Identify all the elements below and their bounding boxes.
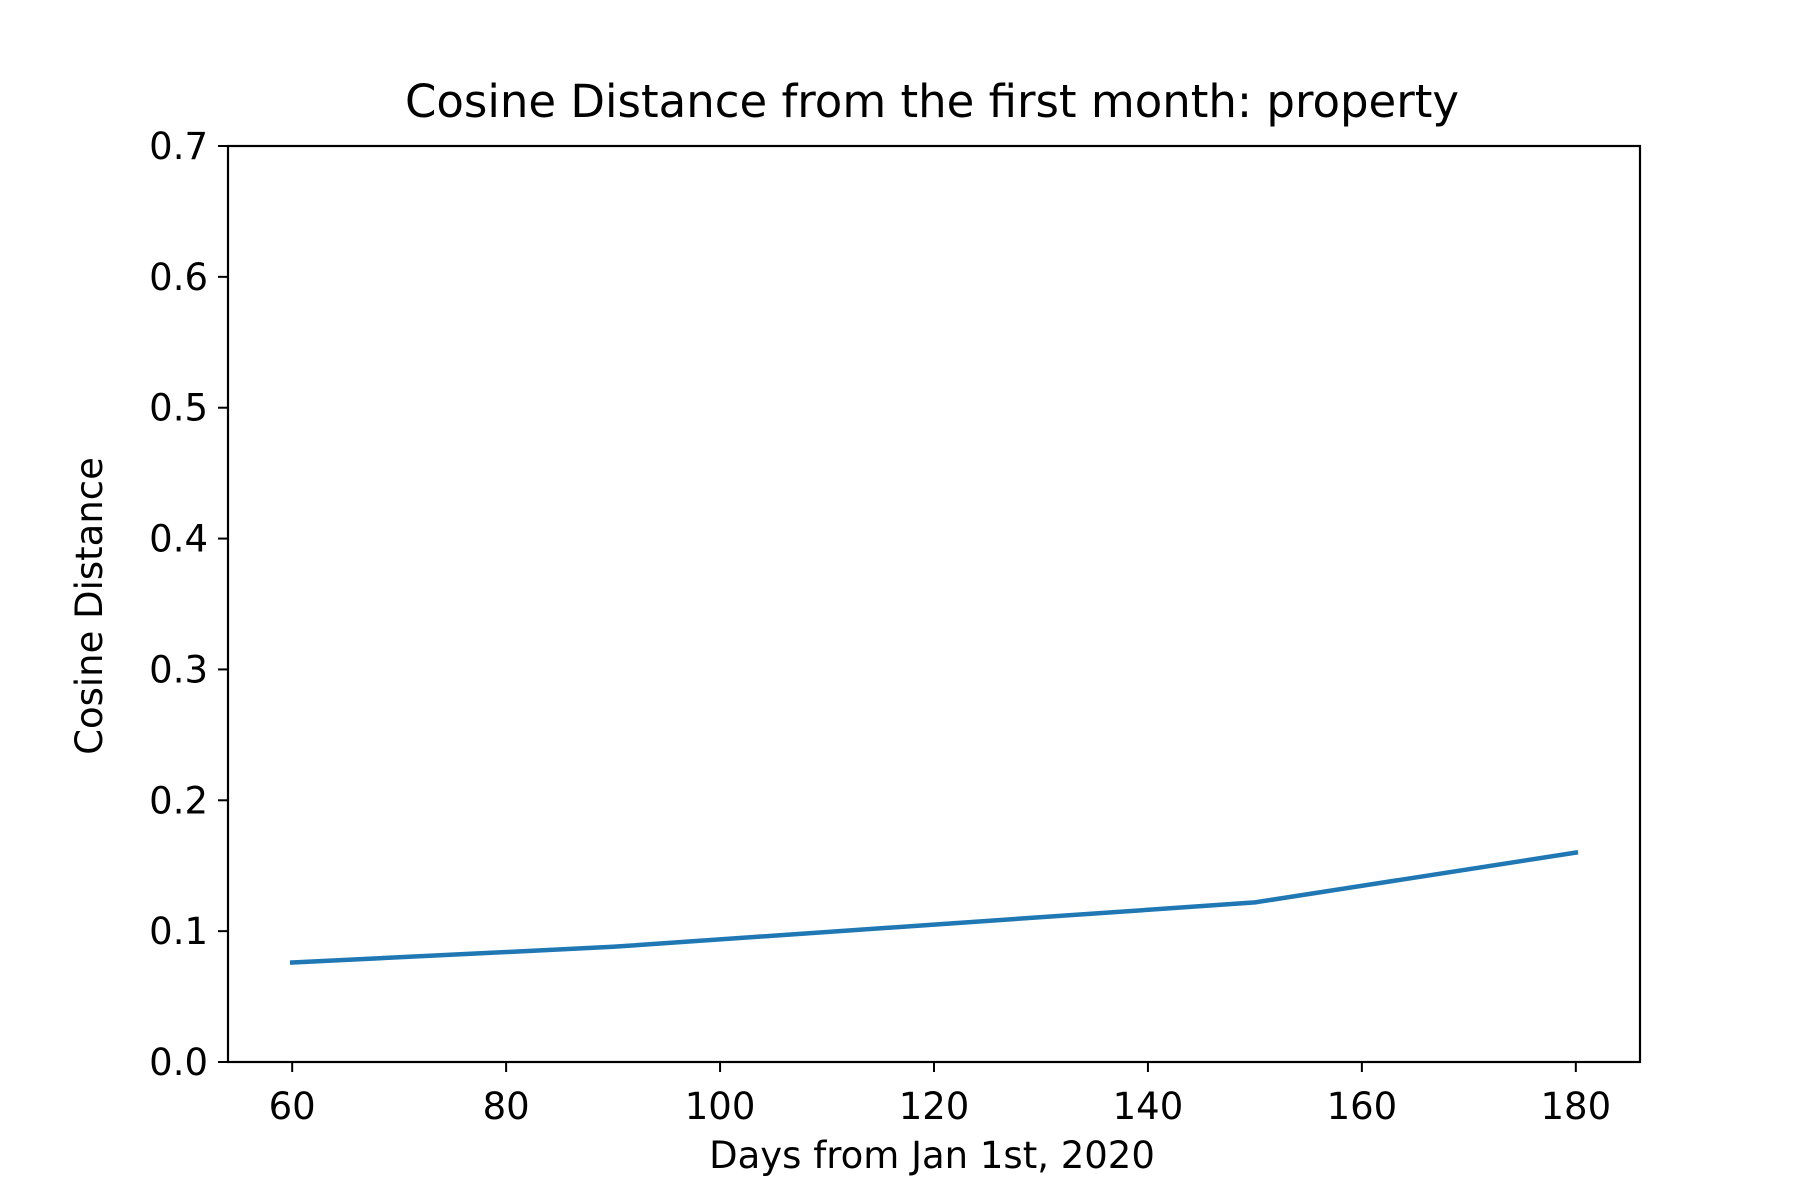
y-tick-label: 0.1 xyxy=(149,910,208,953)
y-tick-label: 0.2 xyxy=(149,779,208,822)
x-tick-label: 80 xyxy=(483,1085,530,1128)
x-axis: 60 80 100 120 140 160 180 xyxy=(269,1062,1611,1128)
x-tick-label: 60 xyxy=(269,1085,316,1128)
x-tick-label: 120 xyxy=(899,1085,970,1128)
x-tick-label: 100 xyxy=(685,1085,756,1128)
y-axis-label: Cosine Distance xyxy=(68,457,111,755)
y-tick-label: 0.7 xyxy=(149,125,208,168)
x-tick-label: 160 xyxy=(1327,1085,1398,1128)
plot-frame xyxy=(226,144,1642,1064)
chart-title: Cosine Distance from the first month: pr… xyxy=(405,75,1459,128)
y-tick-label: 0.4 xyxy=(149,518,208,561)
x-axis-label: Days from Jan 1st, 2020 xyxy=(709,1134,1155,1177)
x-tick-label: 180 xyxy=(1541,1085,1612,1128)
series-line xyxy=(289,850,1579,965)
y-tick-label: 0.3 xyxy=(149,648,208,691)
y-tick-label: 0.5 xyxy=(149,387,208,430)
y-axis: 0.0 0.1 0.2 0.3 0.4 0.5 0.6 0.7 xyxy=(149,125,228,1084)
plot-area xyxy=(289,850,1579,965)
y-tick-label: 0.6 xyxy=(149,256,208,299)
x-tick-label: 140 xyxy=(1113,1085,1184,1128)
y-tick-label: 0.0 xyxy=(149,1041,208,1084)
